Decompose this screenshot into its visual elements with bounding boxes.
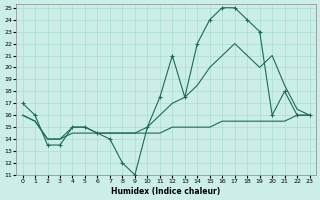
X-axis label: Humidex (Indice chaleur): Humidex (Indice chaleur) <box>111 187 221 196</box>
